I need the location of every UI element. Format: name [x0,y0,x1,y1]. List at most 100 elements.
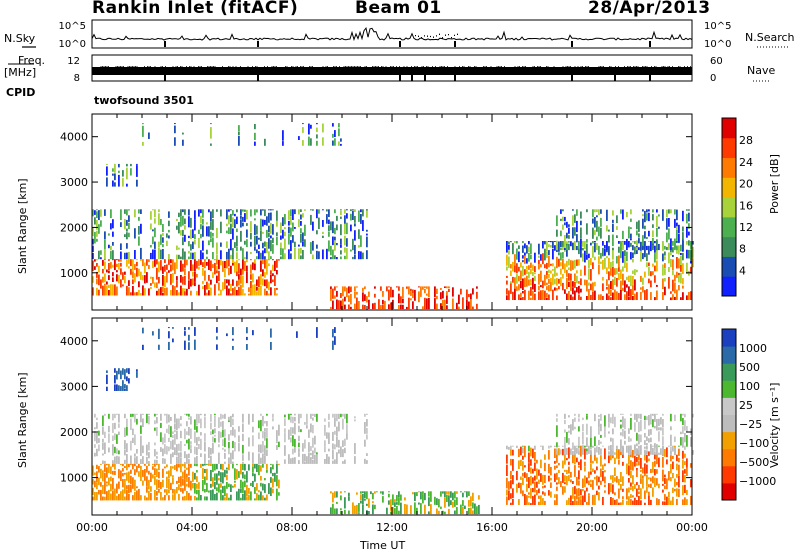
velocity-cell [256,493,258,501]
power-cell [282,141,284,146]
velocity-cell [662,456,664,468]
velocity-cell [642,475,644,479]
power-cell [182,209,184,213]
velocity-cell [594,470,596,474]
power-cell [548,273,550,278]
power-cell [578,281,580,284]
velocity-cell [172,488,174,494]
power-cell [268,281,270,291]
velocity-cell [558,448,560,456]
power-cell [270,212,272,221]
velocity-cell [678,457,680,463]
velocity-cell [154,413,156,417]
velocity-cell [604,415,606,427]
power-cell [656,209,658,213]
velocity-cell [170,417,172,421]
velocity-cell [230,484,232,492]
power-cell [226,223,228,227]
velocity-cell [646,445,648,450]
power-cell [392,289,394,298]
velocity-cell [150,492,152,501]
velocity-cell [272,413,274,418]
velocity-cell [562,460,564,469]
velocity-cell [246,327,248,334]
velocity-cell [456,507,458,515]
velocity-cell [166,476,168,489]
power-cell [114,163,116,173]
power-cell [262,259,264,265]
power-cell [442,299,444,310]
power-cell [138,281,140,288]
velocity-cell [232,485,234,488]
velocity-cell [122,489,124,501]
velocity-colorbar-tick: −25 [739,418,762,431]
power-cell [92,238,94,245]
power-cell [658,226,660,229]
velocity-cell [124,427,126,437]
power-cell [130,268,132,275]
power-cell [538,243,540,255]
power-cell [158,288,160,296]
velocity-cell [590,449,592,455]
station-title: Rankin Inlet (fitACF) [92,0,299,18]
power-cell [96,271,98,278]
power-cell [354,291,356,299]
power-cell [224,268,226,278]
power-cell [126,219,128,226]
power-cell [528,241,530,245]
velocity-cell [554,500,556,505]
velocity-cell [456,497,458,505]
velocity-cell [592,445,594,448]
power-cell [192,252,194,260]
power-cell [210,279,212,285]
power-colorbar-tick: 4 [739,264,746,277]
velocity-cell [338,421,340,432]
velocity-cell [672,455,674,459]
velocity-cell [168,470,170,478]
velocity-cell [658,499,660,505]
velocity-cell [578,418,580,422]
power-cell [216,275,218,283]
power-cell [566,269,568,277]
velocity-cell [650,483,652,488]
power-cell [288,249,290,260]
power-cell [546,292,548,298]
power-cell [270,235,272,239]
power-cell [96,287,98,296]
power-cell [458,306,460,310]
velocity-cell [156,468,158,477]
power-cell [472,306,474,310]
power-cell [236,290,238,296]
velocity-cell [222,486,224,493]
velocity-cell [166,428,168,433]
velocity-cell [658,452,660,455]
velocity-cell [120,386,122,391]
power-cell [136,267,138,277]
velocity-cell [544,474,546,483]
velocity-cell [684,484,686,493]
velocity-cell [228,420,230,423]
power-cell [344,255,346,260]
velocity-colorbar-cell [722,482,736,501]
power-cell [332,140,334,146]
power-cell [652,238,654,244]
power-cell [514,288,516,300]
velocity-cell [156,413,158,416]
velocity-cell [656,498,658,505]
velocity-cell [586,448,588,452]
velocity-cell [214,428,216,434]
velocity-cell [230,494,232,501]
power-cell [590,283,592,291]
velocity-cell [294,438,296,448]
velocity-cell [366,434,368,440]
power-cell [302,127,304,133]
power-cell [612,223,614,232]
power-cell [210,127,212,139]
power-cell [262,219,264,227]
power-cell [608,295,610,300]
power-cell [576,209,578,216]
power-cell [386,286,388,292]
power-cell [248,293,250,296]
power-cell [644,290,646,300]
power-cell [202,225,204,237]
